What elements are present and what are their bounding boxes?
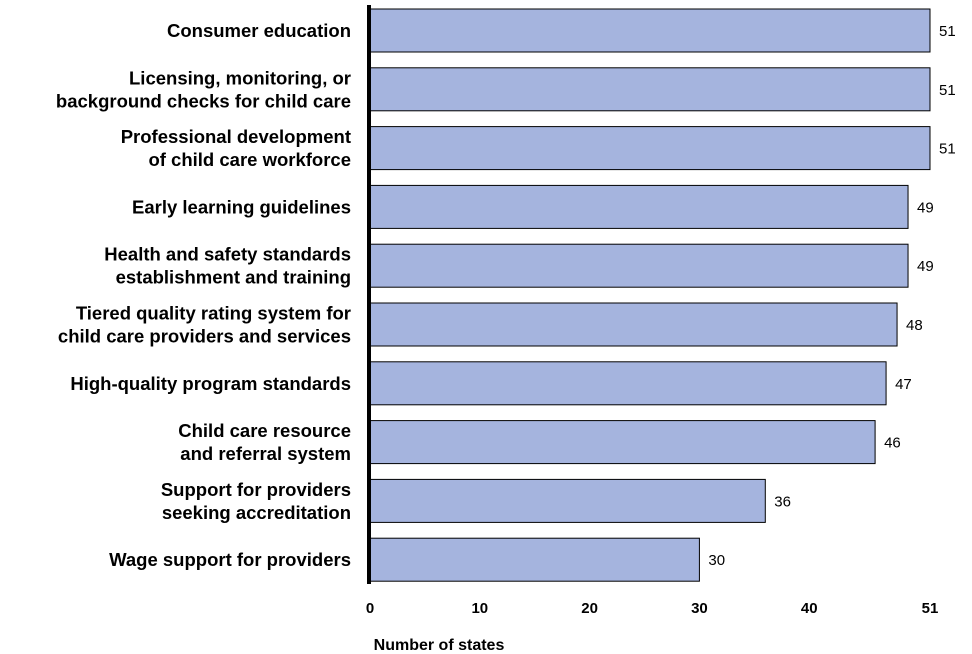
value-label: 51 [939,141,956,158]
category-label: background checks for child care [56,90,351,111]
value-label: 36 [774,493,791,510]
category-label: Support for providers [161,479,351,500]
category-label: Health and safety standards [104,244,351,265]
x-tick-labels-group: 0 10 20 30 40 51 [366,600,939,617]
value-label: 49 [917,258,934,275]
category-label: Early learning guidelines [132,196,351,217]
x-tick-label: 30 [691,600,708,617]
bar [369,537,700,582]
value-label: 47 [895,376,912,393]
value-labels-group: 51 51 51 49 49 48 47 46 36 30 [708,23,955,569]
bar [369,420,876,465]
x-tick-label: 40 [801,600,818,617]
bar [369,302,898,347]
bar [369,67,931,112]
category-label: of child care workforce [148,149,351,170]
category-label: Consumer education [167,20,351,41]
value-label: 51 [939,82,956,99]
category-label: Licensing, monitoring, or [129,67,351,88]
category-label: establishment and training [116,267,351,288]
category-label: Child care resource [178,420,351,441]
category-label: Tiered quality rating system for [76,303,351,324]
x-tick-label: 0 [366,600,374,617]
bar [369,126,931,171]
bar [369,478,766,523]
value-label: 30 [708,552,725,569]
bars-group [369,8,931,582]
x-tick-label: 20 [581,600,598,617]
category-label: seeking accreditation [162,502,351,523]
x-tick-label: 51 [922,600,939,617]
x-axis-title: Number of states [374,637,505,654]
bar [369,8,931,53]
bar [369,243,909,288]
bar [369,184,909,229]
value-label: 51 [939,23,956,40]
bar [369,361,887,406]
category-label: Professional development [121,126,351,147]
value-label: 48 [906,317,923,334]
value-label: 49 [917,199,934,216]
category-label: child care providers and services [58,326,351,347]
category-label: High-quality program standards [70,373,351,394]
category-label: and referral system [180,443,351,464]
category-label: Wage support for providers [109,549,351,570]
x-tick-label: 10 [471,600,488,617]
category-labels-group: Consumer education Licensing, monitoring,… [56,20,351,570]
value-label: 46 [884,435,901,452]
